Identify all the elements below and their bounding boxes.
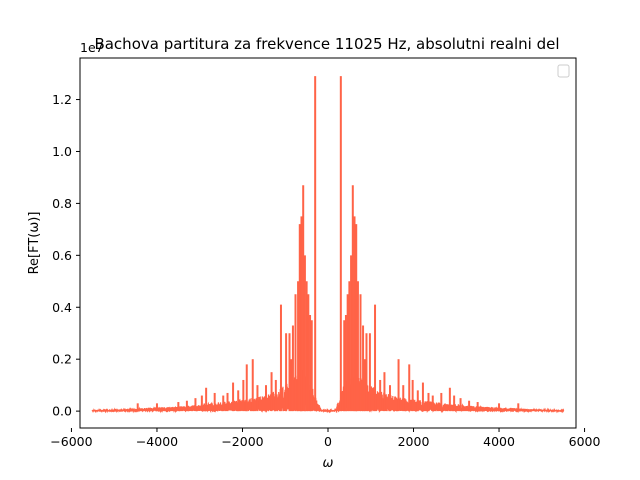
plot-area — [79, 57, 577, 429]
y-tick-label: 0.4 — [52, 300, 72, 315]
y-tick-label: 0.2 — [52, 352, 72, 367]
y-tick-label: 1.0 — [52, 144, 72, 159]
x-tick-label: 4000 — [483, 434, 515, 449]
series-line — [91, 370, 565, 414]
y-tick-label: 1.2 — [52, 92, 72, 107]
x-axis-label: ω — [323, 456, 334, 471]
x-tick-label: 6000 — [569, 434, 601, 449]
y-axis-label: Re[FT(ω)] — [27, 212, 42, 275]
y-tick-label: 0.0 — [52, 404, 72, 419]
x-tick-label: 2000 — [398, 434, 430, 449]
x-axis-ticks: −6000 −4000 −2000 0 2000 4000 6000 — [50, 428, 601, 449]
x-tick-label: −6000 — [50, 434, 92, 449]
y-tick-label: 0.8 — [52, 196, 72, 211]
y-tick-label: 0.6 — [52, 248, 72, 263]
chart-title: Bachova partitura za frekvence 11025 Hz,… — [94, 35, 559, 53]
legend-box — [557, 64, 570, 78]
x-tick-label: −2000 — [221, 434, 263, 449]
x-tick-label: −4000 — [136, 434, 178, 449]
y-offset-label: 1e7 — [80, 40, 104, 55]
series-layer — [91, 76, 565, 414]
axes-frame — [79, 57, 577, 429]
y-axis-ticks: 0.0 0.2 0.4 0.6 0.8 1.0 1.2 — [52, 92, 80, 419]
x-tick-label: 0 — [324, 434, 332, 449]
